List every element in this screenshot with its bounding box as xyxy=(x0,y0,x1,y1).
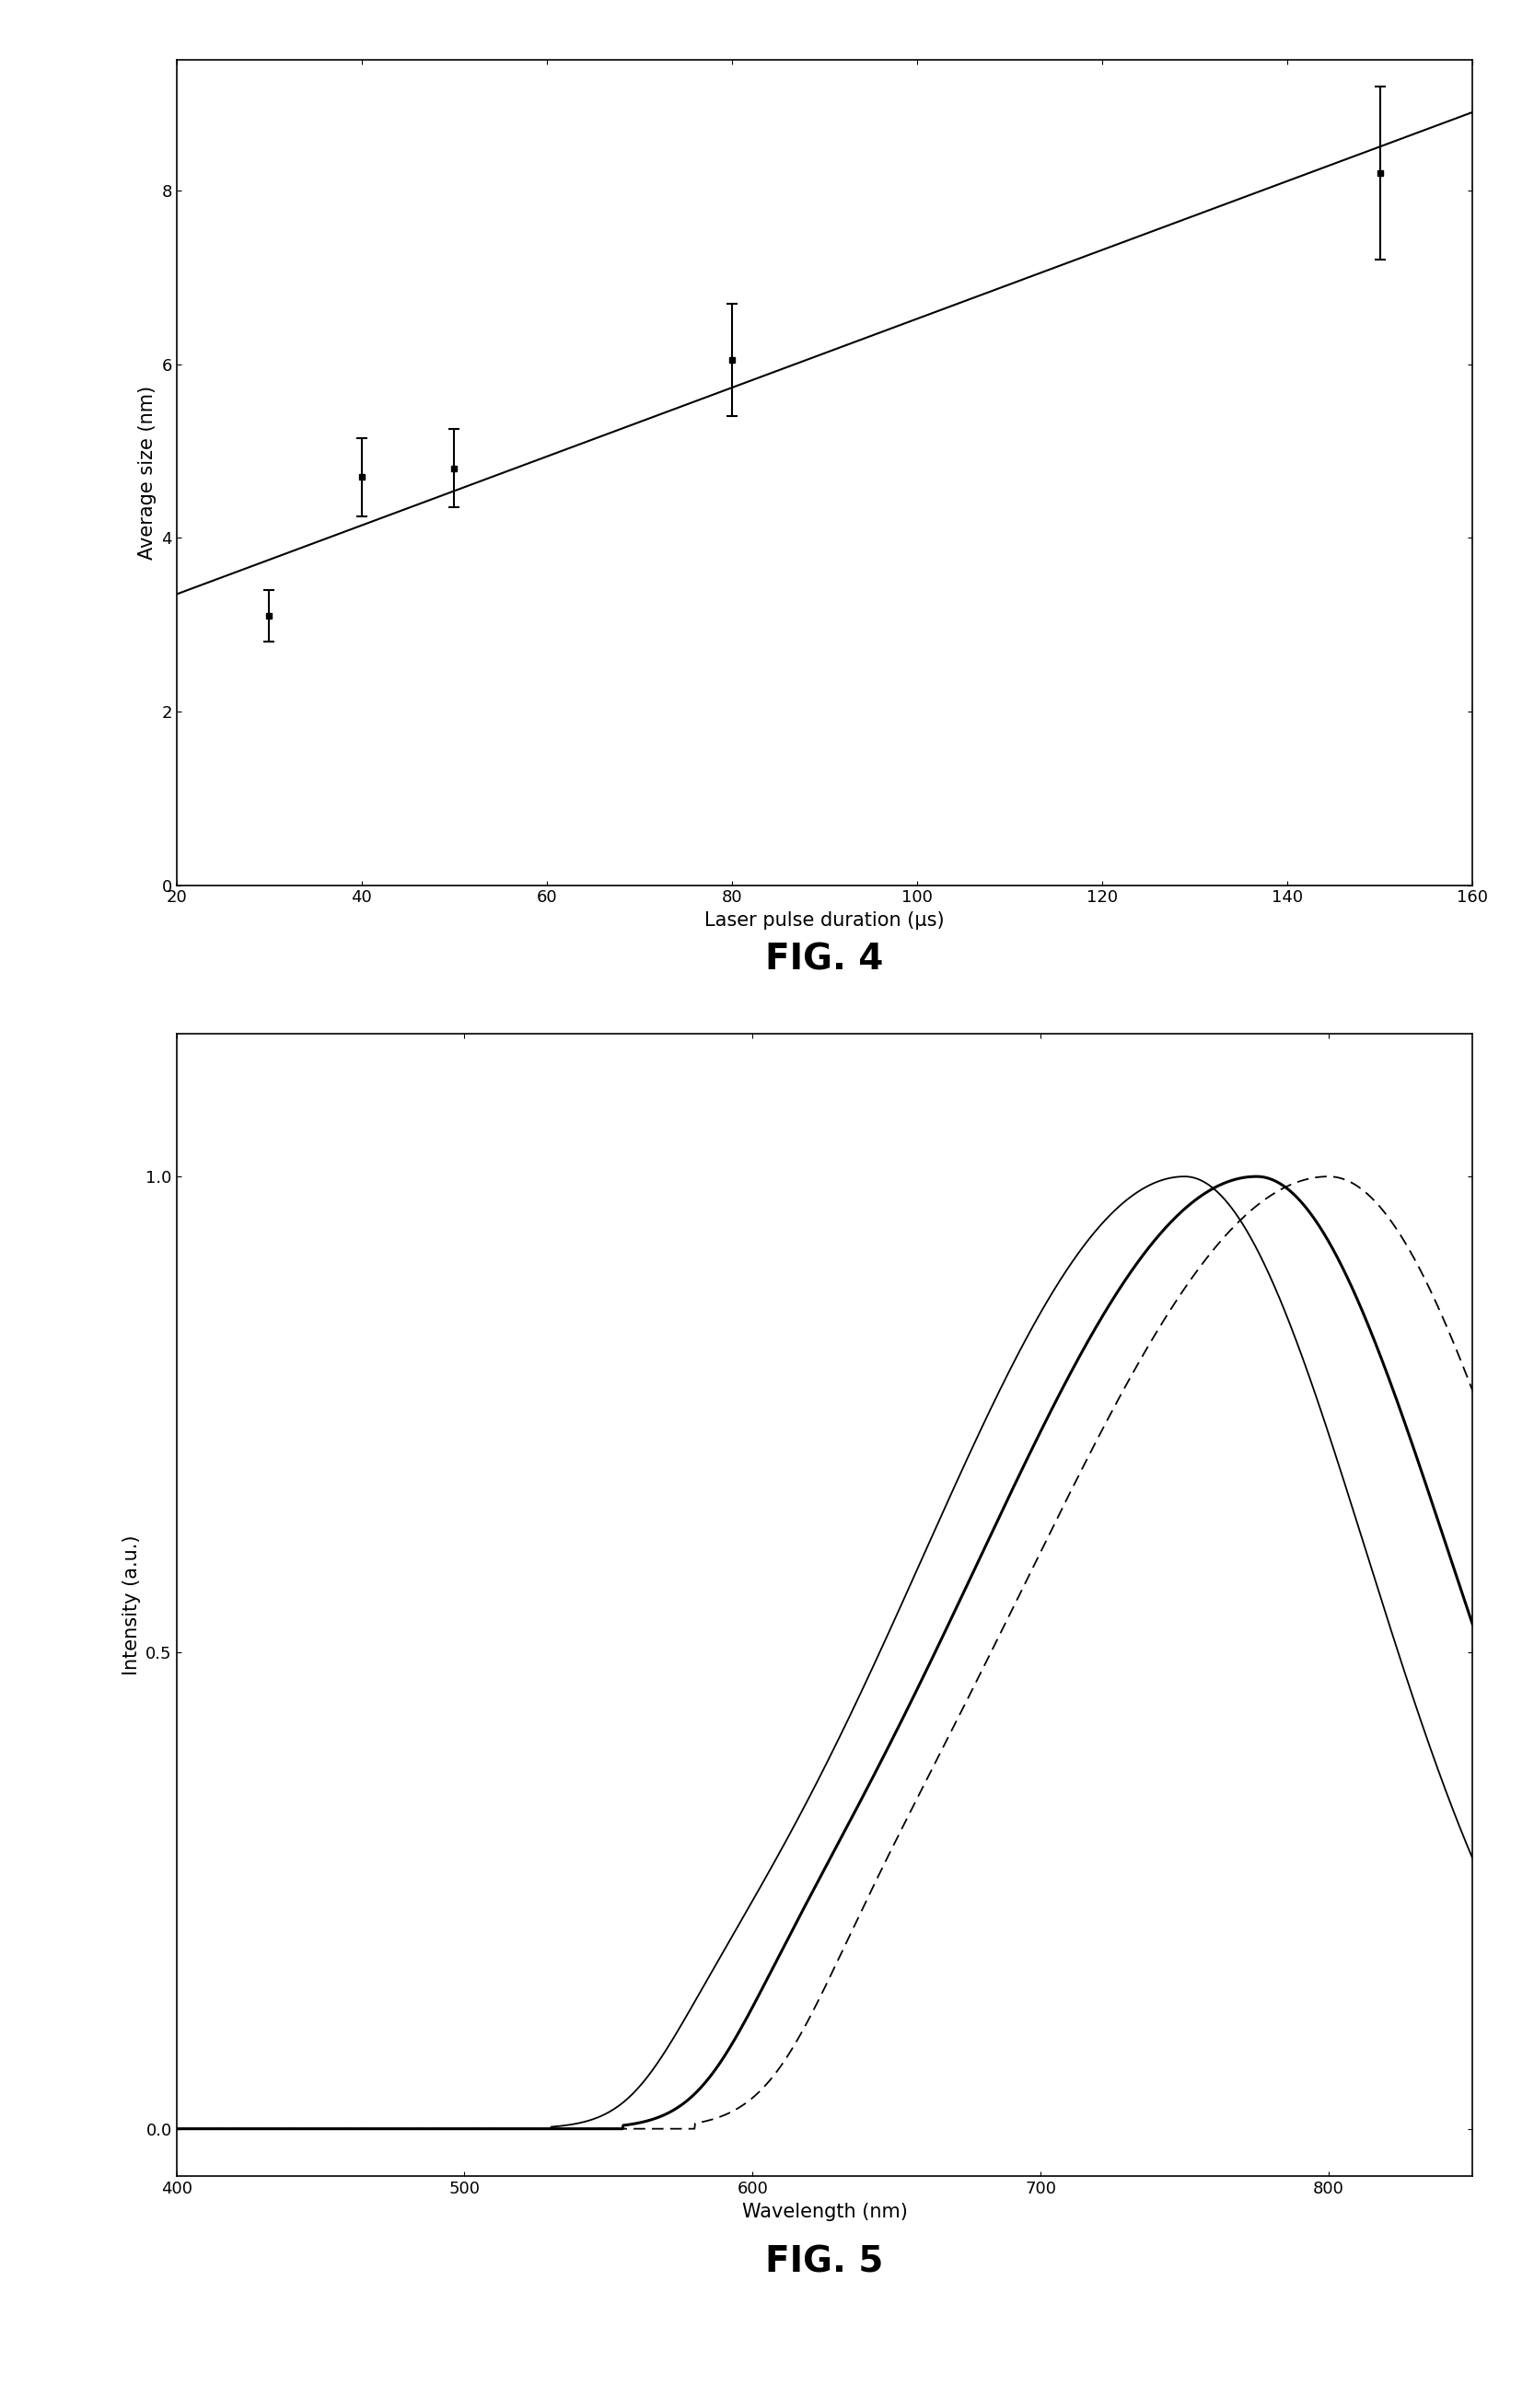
X-axis label: Wavelength (nm): Wavelength (nm) xyxy=(742,2203,907,2220)
Text: FIG. 5: FIG. 5 xyxy=(765,2244,884,2280)
Y-axis label: Intensity (a.u.): Intensity (a.u.) xyxy=(123,1534,141,1676)
Text: FIG. 4: FIG. 4 xyxy=(765,942,884,978)
Y-axis label: Average size (nm): Average size (nm) xyxy=(138,385,156,559)
X-axis label: Laser pulse duration (μs): Laser pulse duration (μs) xyxy=(704,910,945,929)
